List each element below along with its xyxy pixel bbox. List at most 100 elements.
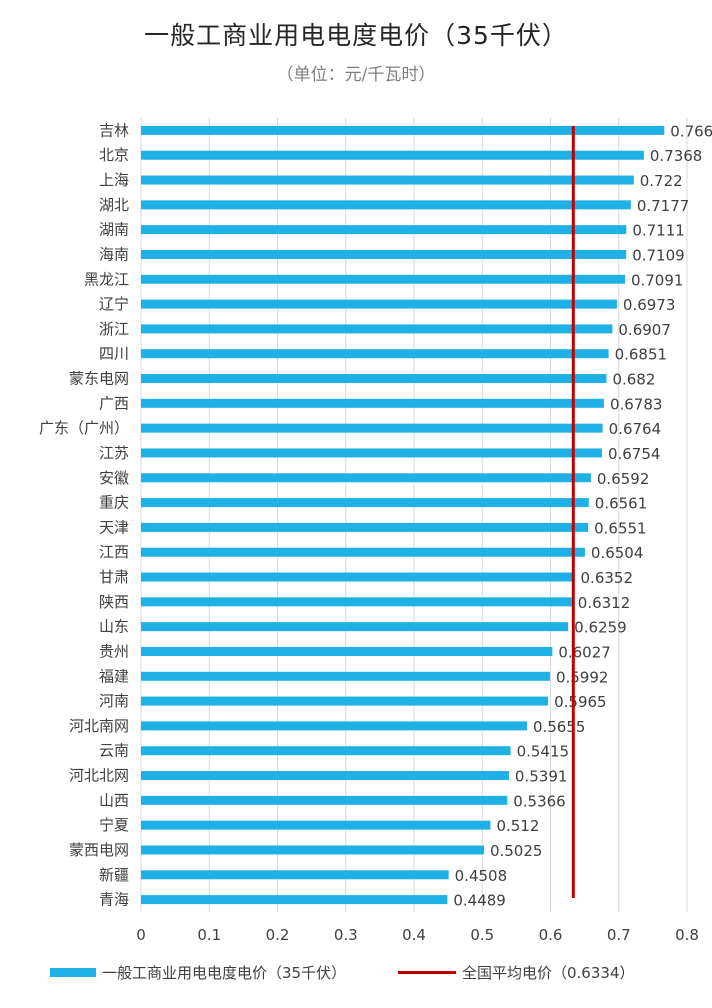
data-label: 0.6783 — [610, 395, 663, 413]
x-tick-label: 0.1 — [197, 926, 221, 944]
data-label: 0.7111 — [632, 222, 685, 240]
bar — [141, 895, 448, 905]
bar — [141, 646, 553, 656]
bar — [141, 547, 585, 557]
legend-item-bars: 一般工商业用电电度电价（35千伏） — [50, 962, 346, 983]
legend-item-average: 全国平均电价（0.6334） — [398, 962, 635, 983]
category-label: 北京 — [99, 146, 129, 164]
category-label: 陕西 — [99, 593, 129, 611]
data-label: 0.722 — [640, 172, 683, 190]
bar — [141, 498, 589, 508]
data-label: 0.6551 — [594, 519, 647, 537]
category-label: 蒙西电网 — [69, 841, 129, 859]
category-label: 山西 — [99, 791, 129, 809]
bar — [141, 324, 613, 334]
bar — [141, 771, 509, 781]
category-label: 河南 — [99, 692, 129, 710]
bar — [141, 125, 665, 135]
x-tick-label: 0.6 — [539, 926, 563, 944]
category-label: 上海 — [99, 171, 129, 189]
bar — [141, 225, 627, 235]
data-label: 0.6973 — [623, 296, 676, 314]
bar — [141, 299, 617, 309]
category-label: 湖北 — [99, 196, 129, 214]
x-tick-label: 0.8 — [675, 926, 699, 944]
data-label: 0.5366 — [513, 792, 566, 810]
x-tick-label: 0.7 — [607, 926, 631, 944]
bar — [141, 845, 484, 855]
bar — [141, 622, 569, 632]
category-label: 吉林 — [99, 121, 129, 139]
bar — [141, 746, 511, 756]
data-label: 0.682 — [612, 371, 655, 389]
bar — [141, 200, 631, 210]
category-label: 甘肃 — [99, 568, 129, 586]
data-label: 0.4508 — [455, 867, 508, 885]
bar — [141, 175, 634, 185]
category-label: 重庆 — [99, 494, 129, 512]
x-tick-label: 0.4 — [402, 926, 426, 944]
bar — [141, 349, 609, 359]
data-label: 0.7667 — [670, 122, 712, 140]
bar — [141, 721, 527, 731]
x-tick-label: 0 — [136, 926, 146, 944]
category-label: 云南 — [99, 742, 129, 760]
bar — [141, 522, 589, 532]
category-label: 天津 — [99, 518, 129, 536]
bar — [141, 150, 644, 160]
legend: 一般工商业用电电度电价（35千伏） 全国平均电价（0.6334） — [0, 962, 712, 992]
category-label: 青海 — [99, 891, 129, 909]
data-label: 0.7368 — [650, 147, 703, 165]
data-label: 0.6754 — [608, 445, 661, 463]
category-label: 广东（广州） — [39, 419, 129, 437]
data-label: 0.4489 — [453, 892, 506, 910]
category-label: 蒙东电网 — [69, 370, 129, 388]
data-label: 0.6504 — [591, 544, 644, 562]
x-tick-label: 0.5 — [470, 926, 494, 944]
x-tick-label: 0.2 — [266, 926, 290, 944]
bar — [141, 696, 549, 706]
data-label: 0.5965 — [554, 693, 607, 711]
legend-swatch-bars — [50, 968, 96, 977]
data-label: 0.6592 — [597, 470, 650, 488]
data-label: 0.7091 — [631, 271, 684, 289]
bar — [141, 572, 575, 582]
data-label: 0.6259 — [574, 619, 627, 637]
category-label: 浙江 — [99, 320, 129, 338]
bar — [141, 274, 625, 284]
category-label: 新疆 — [99, 866, 129, 884]
data-label: 0.512 — [496, 817, 539, 835]
category-label: 宁夏 — [99, 816, 129, 834]
legend-swatch-average — [398, 971, 456, 974]
data-label: 0.6561 — [595, 495, 648, 513]
bar — [141, 795, 508, 805]
bar — [141, 249, 627, 259]
category-label: 江苏 — [99, 444, 129, 462]
category-label: 贵州 — [99, 642, 129, 660]
bar — [141, 448, 602, 458]
data-label: 0.5415 — [517, 743, 570, 761]
category-label: 山东 — [99, 618, 129, 636]
category-label: 湖南 — [99, 221, 129, 239]
data-label: 0.6764 — [609, 420, 662, 438]
chart-title: 一般工商业用电电度电价（35千伏） — [144, 21, 568, 50]
category-label: 黑龙江 — [84, 270, 129, 288]
data-label: 0.6851 — [615, 346, 668, 364]
chart-subtitle: （单位：元/千瓦时） — [276, 65, 436, 85]
data-label: 0.5992 — [556, 668, 609, 686]
category-label: 河北南网 — [69, 717, 129, 735]
data-label: 0.6907 — [618, 321, 671, 339]
bar — [141, 870, 449, 880]
data-label: 0.7177 — [637, 197, 690, 215]
bar — [141, 423, 603, 433]
legend-label-average: 全国平均电价（0.6334） — [462, 964, 635, 982]
data-label: 0.6027 — [558, 643, 611, 661]
x-tick-label: 0.3 — [334, 926, 358, 944]
bar — [141, 597, 572, 607]
category-label: 河北北网 — [69, 767, 129, 785]
category-label: 海南 — [99, 245, 129, 263]
category-label: 四川 — [99, 345, 129, 363]
category-label: 辽宁 — [99, 295, 129, 313]
